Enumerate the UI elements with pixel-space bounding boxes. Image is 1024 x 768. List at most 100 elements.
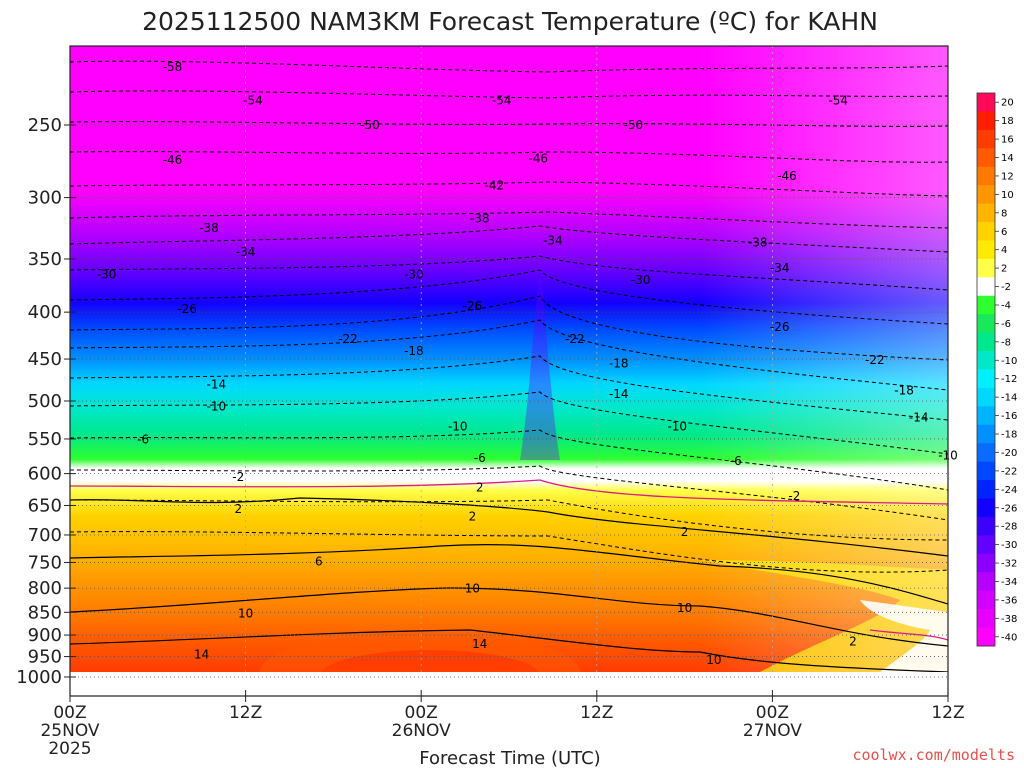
colorbar-frame [976,92,996,647]
isotherm-line [70,181,948,197]
isotherm-line [70,499,948,541]
x-tick-label: 12Z [229,703,262,723]
colorbar-swatch [977,314,995,334]
contour-label: -14 [909,410,929,424]
colorbar-label: -34 [1001,577,1017,588]
upper-trough-spike [520,270,560,460]
colorbar-label: -6 [1001,319,1011,330]
colorbar-label: -38 [1001,614,1017,625]
contour-label: 2 [476,480,484,494]
contour-label: -54 [243,93,263,107]
isotherm-solid [70,543,948,605]
contour-label: -6 [137,433,149,447]
colorbar-label: -26 [1001,503,1017,514]
colorbar-swatch [977,480,995,500]
plot-frame [69,45,949,697]
contour-label: 10 [238,607,253,621]
isotherm-line [70,60,948,73]
colorbar-label: -36 [1001,595,1017,606]
contour-label: -30 [97,268,117,282]
colorbar-swatch [977,277,995,297]
colorbar-label: -40 [1001,632,1017,643]
contour-label: 2 [681,525,689,539]
x-axis-title: Forecast Time (UTC) [419,748,600,768]
colorbar-label: -18 [1001,430,1017,441]
x-tick-date: 25NOV [40,721,99,741]
colorbar-label: 12 [1001,171,1014,182]
colorbar-label: -4 [1001,300,1011,311]
isotherm-line [70,391,948,455]
solid-isotherms [70,479,948,672]
colorbar-label: -16 [1001,411,1017,422]
x-tick-label: 00Z [53,703,86,723]
isotherm-line [70,90,948,99]
colorbar-swatch [977,295,995,315]
contour-label: -46 [777,169,797,183]
colorbar-swatch [977,258,995,278]
y-tick-label: 600 [28,464,62,485]
contour-label: -6 [730,454,742,468]
contour-label: -58 [163,60,183,74]
y-tick-label: 950 [28,647,62,668]
x-tick-label: 12Z [580,703,613,723]
x-tick-date: 27NOV [743,721,802,741]
colorbar-label: 6 [1001,227,1007,238]
contour-label: -26 [770,320,790,334]
y-tick-label: 750 [28,552,62,573]
contour-label: 14 [194,647,209,661]
colorbar-swatch [977,166,995,186]
isotherm-line [70,295,948,361]
isotherm-line [70,121,948,127]
contour-label: -38 [470,211,490,225]
contour-label: 10 [706,653,721,667]
contour-label: -46 [528,152,548,166]
y-tick-label: 250 [28,115,62,136]
contour-label: -46 [163,153,183,167]
colorbar-label: 18 [1001,116,1014,127]
contour-label: -2 [232,470,244,484]
colorbar-swatch [977,627,995,647]
contour-label: -18 [609,356,629,370]
warm-core-region-2 [260,632,580,672]
y-tick-label: 650 [28,495,62,516]
colorbar-label: -32 [1001,559,1017,570]
colorbar-swatch [977,535,995,555]
contour-label: -18 [404,344,424,358]
contour-label: -10 [667,419,687,433]
chart-title: 2025112500 NAM3KM Forecast Temperature (… [142,7,878,36]
isotherm-line [70,151,948,163]
colorbar-swatch [977,590,995,610]
y-tick-label: 850 [28,602,62,623]
plot-area [70,46,948,672]
isotherm-solid [70,587,948,647]
colorbar-label: -28 [1001,522,1017,533]
contour-label: -50 [360,118,380,132]
isotherm-line [70,429,948,491]
colorbar-swatch [977,572,995,592]
colorbar-swatch [977,553,995,573]
isotherm-line [70,269,948,325]
contour-label: -34 [770,261,790,275]
isotherm-line [70,465,948,521]
freezing-line [70,479,948,505]
contour-label: -22 [565,332,585,346]
contour-label: 14 [472,637,487,651]
y-tick-label: 500 [28,391,62,412]
colorbar-label: -30 [1001,540,1017,551]
contour-label: 6 [315,554,323,568]
contour-label: -50 [624,118,644,132]
colorbar-swatch [977,93,995,112]
y-tick-label: 800 [28,578,62,599]
colorbar-label: -24 [1001,485,1017,496]
contour-label: -22 [865,353,885,367]
contour-label: -14 [609,387,629,401]
isotherm-line [70,531,948,573]
contour-label: -38 [199,221,219,235]
colorbar-swatch [977,498,995,518]
colorbar-label: 14 [1001,153,1014,164]
x-tick-label: 00Z [756,703,789,723]
y-axis: 2503003504004505005506006507007508008509… [16,115,76,688]
contour-label: 10 [465,582,480,596]
freezing-line-lower [869,629,948,641]
